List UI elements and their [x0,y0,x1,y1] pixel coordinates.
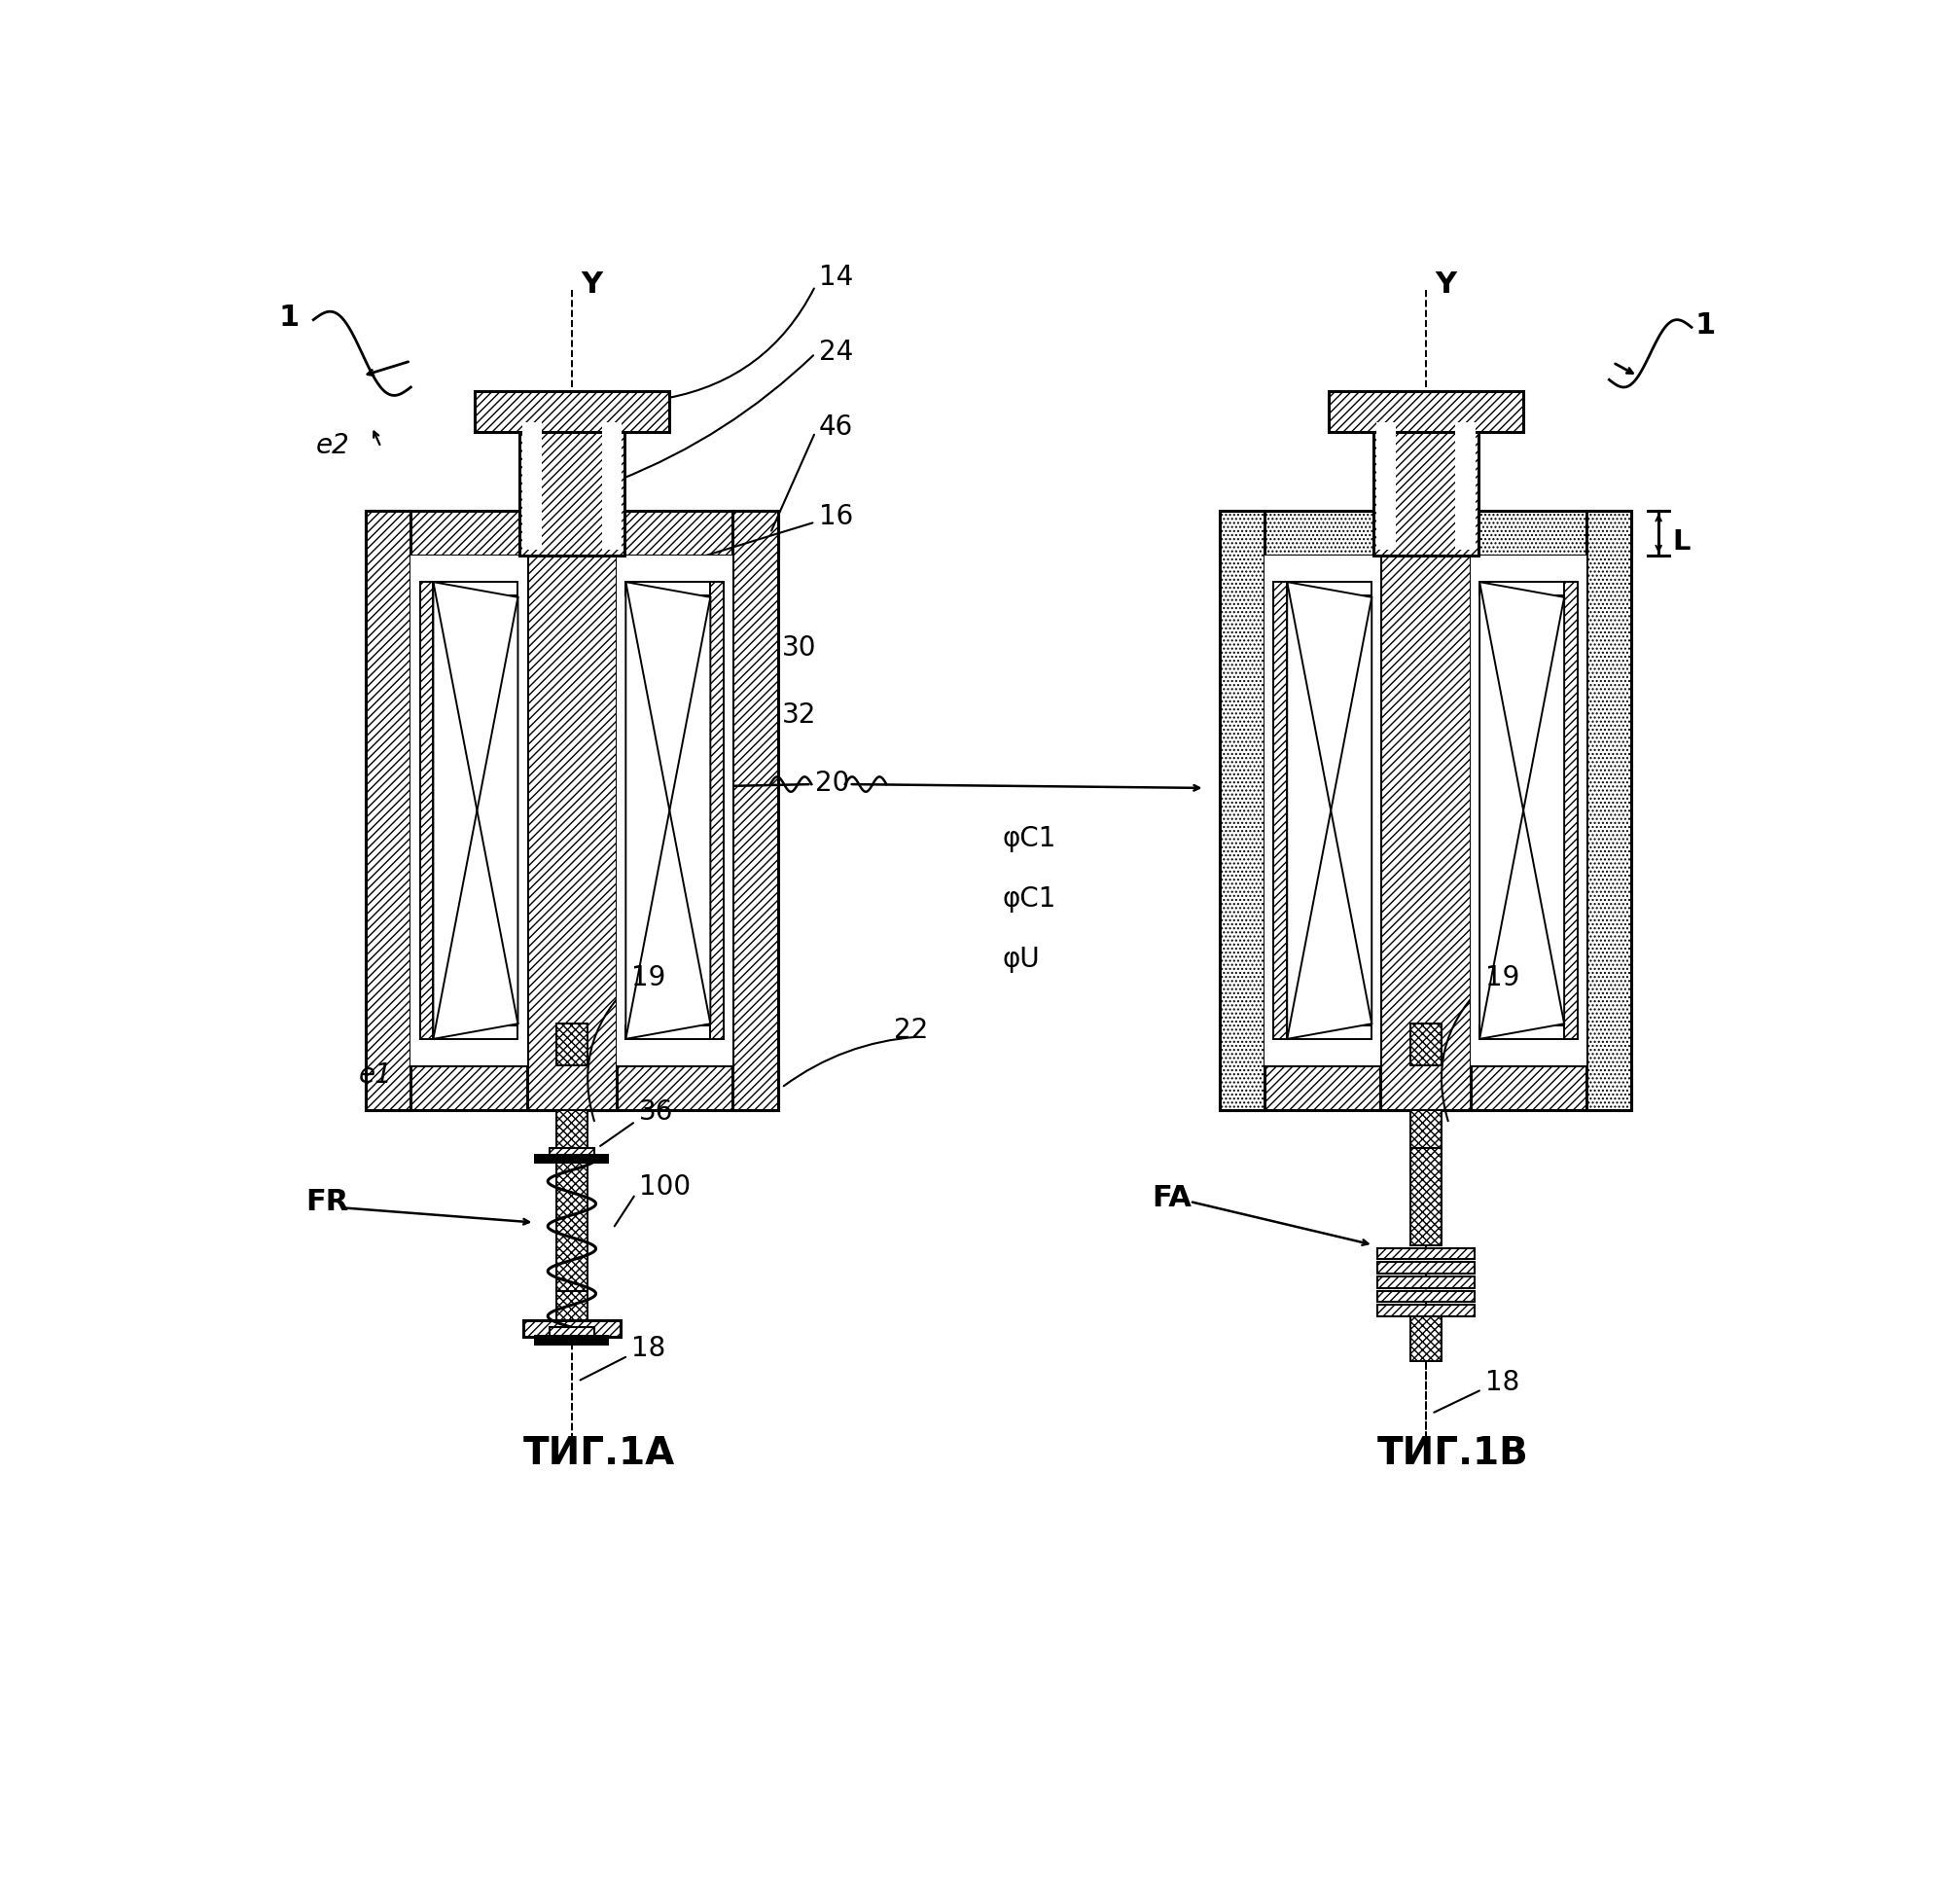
Bar [625,583,725,596]
Bar [474,392,670,432]
Bar [366,512,411,1110]
Text: 1: 1 [1695,310,1716,339]
Bar [1266,556,1381,1066]
Bar [1479,1026,1577,1040]
Bar [1377,1306,1475,1316]
Bar [1377,1249,1475,1260]
Bar [419,583,433,1040]
Bar [411,556,527,1066]
Text: φC1: φC1 [1003,885,1056,912]
Text: FA: FA [1152,1184,1191,1211]
Bar [1220,1066,1632,1110]
Text: ΤИГ.1В: ΤИГ.1В [1377,1434,1528,1472]
Text: 22: 22 [893,1017,929,1043]
Bar [1471,556,1587,1066]
Bar [366,1066,778,1110]
Text: 46: 46 [819,413,854,440]
Text: 14: 14 [819,263,854,291]
Bar [527,512,617,1110]
Bar [1456,423,1475,550]
Text: Y: Y [1434,270,1456,299]
Bar [556,1024,588,1066]
Bar [1377,1291,1475,1302]
Bar [1373,392,1479,556]
Text: 24: 24 [819,339,854,366]
Bar [1410,1110,1442,1148]
Bar [1220,512,1632,556]
Text: 16: 16 [819,503,854,529]
Text: 32: 32 [782,701,817,729]
Text: 18: 18 [631,1335,666,1361]
Bar [419,1026,517,1040]
Text: 1: 1 [278,303,300,331]
Polygon shape [1287,583,1371,1040]
Bar [366,512,778,556]
Text: 19: 19 [1485,963,1520,990]
Bar [1410,1316,1442,1361]
Text: e1: e1 [358,1061,392,1087]
Bar [1273,583,1287,1040]
Bar [549,1148,594,1156]
Text: 18: 18 [1485,1367,1520,1396]
Text: 20: 20 [815,769,850,796]
Text: FR: FR [306,1188,349,1215]
Bar [556,1110,588,1148]
Polygon shape [1479,583,1563,1040]
Bar [523,1319,621,1337]
Bar [419,583,517,596]
Bar [535,1335,609,1346]
Bar [711,583,725,1040]
Bar [601,423,621,550]
Bar [1273,583,1371,596]
Bar [733,512,778,1110]
Polygon shape [625,583,711,1040]
Polygon shape [433,583,517,1040]
Bar [1328,392,1522,432]
Bar [1587,512,1632,1110]
Bar [1377,423,1395,550]
Bar [1563,583,1577,1040]
Bar [617,556,733,1066]
Text: e2: e2 [315,432,349,459]
Bar [1479,583,1577,596]
Bar [523,423,543,550]
Bar [519,392,625,556]
Text: Y: Y [580,270,601,299]
Text: φU: φU [1003,944,1040,973]
Text: ΤИГ.1A: ΤИГ.1A [523,1434,676,1472]
Bar [625,1026,725,1040]
Bar [1377,1278,1475,1287]
Bar [549,1327,594,1337]
Bar [556,1291,588,1337]
Bar [1381,512,1471,1110]
Bar [556,1148,588,1291]
Text: φC1: φC1 [1003,824,1056,853]
Text: 100: 100 [639,1173,692,1200]
Text: 36: 36 [639,1099,674,1125]
Bar [1410,1024,1442,1066]
Text: L: L [1673,527,1691,556]
Bar [1410,1148,1442,1245]
Text: 19: 19 [631,963,666,990]
Bar [535,1154,609,1165]
Text: 30: 30 [782,634,817,661]
Bar [1220,512,1266,1110]
Bar [1273,1026,1371,1040]
Bar [1377,1262,1475,1274]
